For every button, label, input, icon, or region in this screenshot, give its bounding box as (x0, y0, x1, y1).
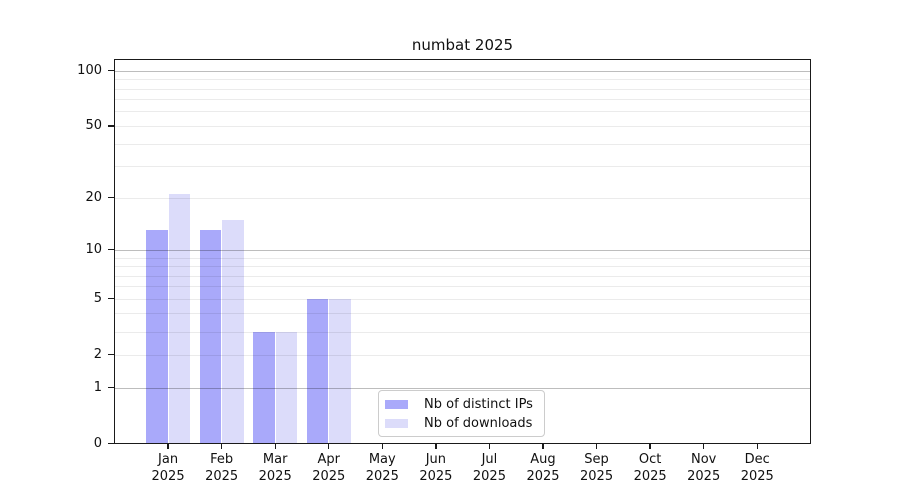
gridline-major (114, 249, 811, 251)
x-tick (220, 444, 223, 450)
x-tick-label: Nov 2025 (687, 452, 721, 484)
gridline-minor (114, 99, 811, 101)
x-tick (542, 444, 544, 450)
x-tick (756, 444, 758, 450)
y-tick (108, 249, 114, 251)
legend-swatch-distinct-ips (385, 400, 408, 409)
y-tick-label: 2 (93, 346, 102, 362)
chart-title: numbat 2025 (411, 36, 514, 54)
y-tick-label: 20 (85, 189, 102, 205)
x-tick-label: Sep 2025 (580, 452, 614, 484)
gridline-minor (114, 298, 811, 300)
x-tick-label: Aug 2025 (526, 452, 560, 484)
x-tick (703, 444, 705, 450)
x-tick-label: Jan 2025 (151, 452, 185, 484)
y-tick-label: 1 (93, 379, 102, 395)
bar-distinct-ips-feb (199, 230, 222, 444)
gridline-minor (114, 166, 811, 168)
y-tick-label: 100 (77, 62, 102, 78)
gridline-minor (114, 88, 811, 90)
x-tick (649, 444, 651, 450)
gridline-minor (114, 143, 811, 145)
y-tick (108, 386, 114, 389)
bar-downloads-jan (168, 193, 191, 444)
bar-distinct-ips-apr (306, 298, 329, 444)
y-tick-label: 0 (93, 435, 102, 451)
y-tick-label: 50 (85, 117, 102, 133)
x-tick (595, 444, 598, 450)
x-tick-label: Jun 2025 (419, 452, 453, 484)
y-tick (108, 70, 114, 72)
x-tick-label: Jul 2025 (472, 452, 506, 484)
x-tick (381, 444, 383, 450)
gridline-minor (114, 125, 811, 127)
gridline-major (114, 70, 811, 72)
x-tick-label: Mar 2025 (258, 452, 292, 484)
gridline-major (114, 387, 811, 389)
y-tick (108, 442, 114, 445)
gridline-minor (114, 266, 811, 267)
x-tick (274, 444, 276, 450)
y-tick (108, 354, 114, 356)
legend: Nb of distinct IPs Nb of downloads (378, 390, 545, 437)
x-tick-label: Apr 2025 (312, 452, 346, 484)
gridline-minor (114, 331, 811, 333)
legend-item-downloads: Nb of downloads (385, 414, 538, 433)
bar-downloads-feb (222, 219, 244, 444)
legend-swatch-downloads (385, 419, 408, 428)
bar-distinct-ips-mar (253, 331, 275, 444)
x-tick (435, 444, 437, 450)
x-tick (167, 444, 169, 450)
y-tick-label: 10 (85, 241, 102, 257)
gridline-minor (114, 275, 811, 277)
legend-label-distinct-ips: Nb of distinct IPs (424, 397, 533, 412)
y-tick (108, 125, 114, 127)
legend-item-distinct-ips: Nb of distinct IPs (385, 395, 538, 414)
y-tick-label: 5 (93, 290, 102, 306)
gridline-minor (114, 313, 811, 315)
x-tick-label: Feb 2025 (205, 452, 239, 484)
y-tick (108, 298, 114, 300)
gridline-minor (114, 257, 811, 259)
gridline-minor (114, 79, 811, 81)
gridline-minor (114, 286, 811, 288)
legend-label-downloads: Nb of downloads (424, 416, 533, 431)
bar-distinct-ips-jan (146, 230, 168, 444)
x-tick (488, 444, 491, 450)
x-tick-label: Oct 2025 (633, 452, 667, 484)
gridline-minor (114, 354, 811, 356)
y-tick (108, 196, 114, 199)
bar-downloads-apr (329, 298, 351, 444)
gridline-minor (114, 111, 811, 113)
gridline-minor (114, 197, 811, 199)
bar-downloads-mar (275, 331, 298, 444)
x-tick-label: Dec 2025 (740, 452, 774, 484)
x-tick (328, 444, 330, 450)
x-tick-label: May 2025 (365, 452, 399, 484)
